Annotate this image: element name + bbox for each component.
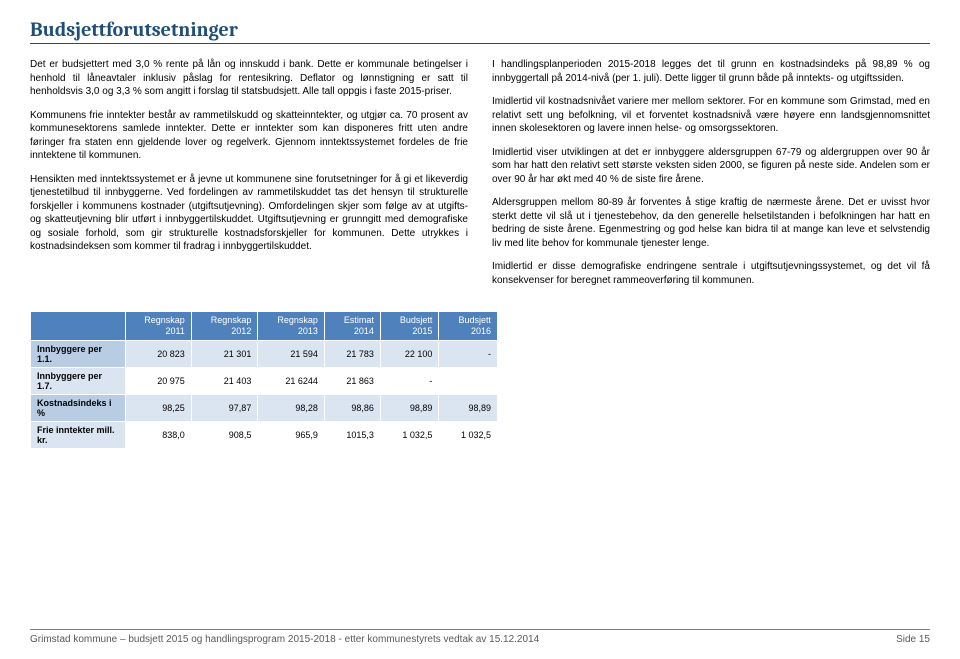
table-cell: 98,86 [324,394,380,421]
paragraph: Aldersgruppen mellom 80-89 år forventes … [492,196,930,250]
table-cell: 98,28 [258,394,325,421]
table-row: Frie inntekter mill. kr.838,0908,5965,91… [31,421,498,448]
data-table-wrap: Regnskap 2011 Regnskap 2012 Regnskap 201… [30,311,498,449]
table-cell: 20 823 [125,340,191,367]
paragraph: Imidlertid viser utviklingen at det er i… [492,146,930,187]
table-cell: Frie inntekter mill. kr. [31,421,126,448]
table-cell: 21 6244 [258,367,325,394]
table-row: Innbyggere per 1.1.20 82321 30121 59421 … [31,340,498,367]
table-header: Estimat 2014 [324,312,380,341]
table-cell: 98,25 [125,394,191,421]
table-cell: 1015,3 [324,421,380,448]
table-cell: 965,9 [258,421,325,448]
table-cell: 838,0 [125,421,191,448]
table-cell: 98,89 [439,394,498,421]
table-cell: 21 403 [191,367,258,394]
data-table: Regnskap 2011 Regnskap 2012 Regnskap 201… [30,311,498,449]
table-cell: 20 975 [125,367,191,394]
table-header: Budsjett 2016 [439,312,498,341]
table-cell: Innbyggere per 1.7. [31,367,126,394]
table-header: Regnskap 2011 [125,312,191,341]
left-column: Det er budsjettert med 3,0 % rente på lå… [30,58,468,297]
table-cell: 1 032,5 [380,421,439,448]
table-cell [439,367,498,394]
table-cell: - [439,340,498,367]
paragraph: Hensikten med inntektssystemet er å jevn… [30,173,468,254]
table-cell: Innbyggere per 1.1. [31,340,126,367]
table-cell: 98,89 [380,394,439,421]
paragraph: Kommunens frie inntekter består av ramme… [30,109,468,163]
table-cell: 908,5 [191,421,258,448]
table-cell: 21 863 [324,367,380,394]
page-title: Budsjettforutsetninger [30,18,930,44]
paragraph: Imidlertid er disse demografiske endring… [492,260,930,287]
table-cell: 21 783 [324,340,380,367]
table-header: Regnskap 2013 [258,312,325,341]
table-header: Regnskap 2012 [191,312,258,341]
table-cell: 1 032,5 [439,421,498,448]
table-row: Kostnadsindeks i %98,2597,8798,2898,8698… [31,394,498,421]
table-cell: 21 301 [191,340,258,367]
table-cell: 21 594 [258,340,325,367]
table-cell: 22 100 [380,340,439,367]
table-body: Innbyggere per 1.1.20 82321 30121 59421 … [31,340,498,448]
page-footer: Grimstad kommune – budsjett 2015 og hand… [30,629,930,645]
table-cell: - [380,367,439,394]
text-columns: Det er budsjettert med 3,0 % rente på lå… [30,58,930,297]
table-header [31,312,126,341]
paragraph: I handlingsplanperioden 2015-2018 legges… [492,58,930,85]
paragraph: Imidlertid vil kostnadsnivået variere me… [492,95,930,136]
table-cell: 97,87 [191,394,258,421]
footer-left: Grimstad kommune – budsjett 2015 og hand… [30,634,539,645]
table-row: Innbyggere per 1.7.20 97521 40321 624421… [31,367,498,394]
table-header-row: Regnskap 2011 Regnskap 2012 Regnskap 201… [31,312,498,341]
right-column: I handlingsplanperioden 2015-2018 legges… [492,58,930,297]
table-cell: Kostnadsindeks i % [31,394,126,421]
table-header: Budsjett 2015 [380,312,439,341]
paragraph: Det er budsjettert med 3,0 % rente på lå… [30,58,468,99]
footer-right: Side 15 [896,634,930,645]
